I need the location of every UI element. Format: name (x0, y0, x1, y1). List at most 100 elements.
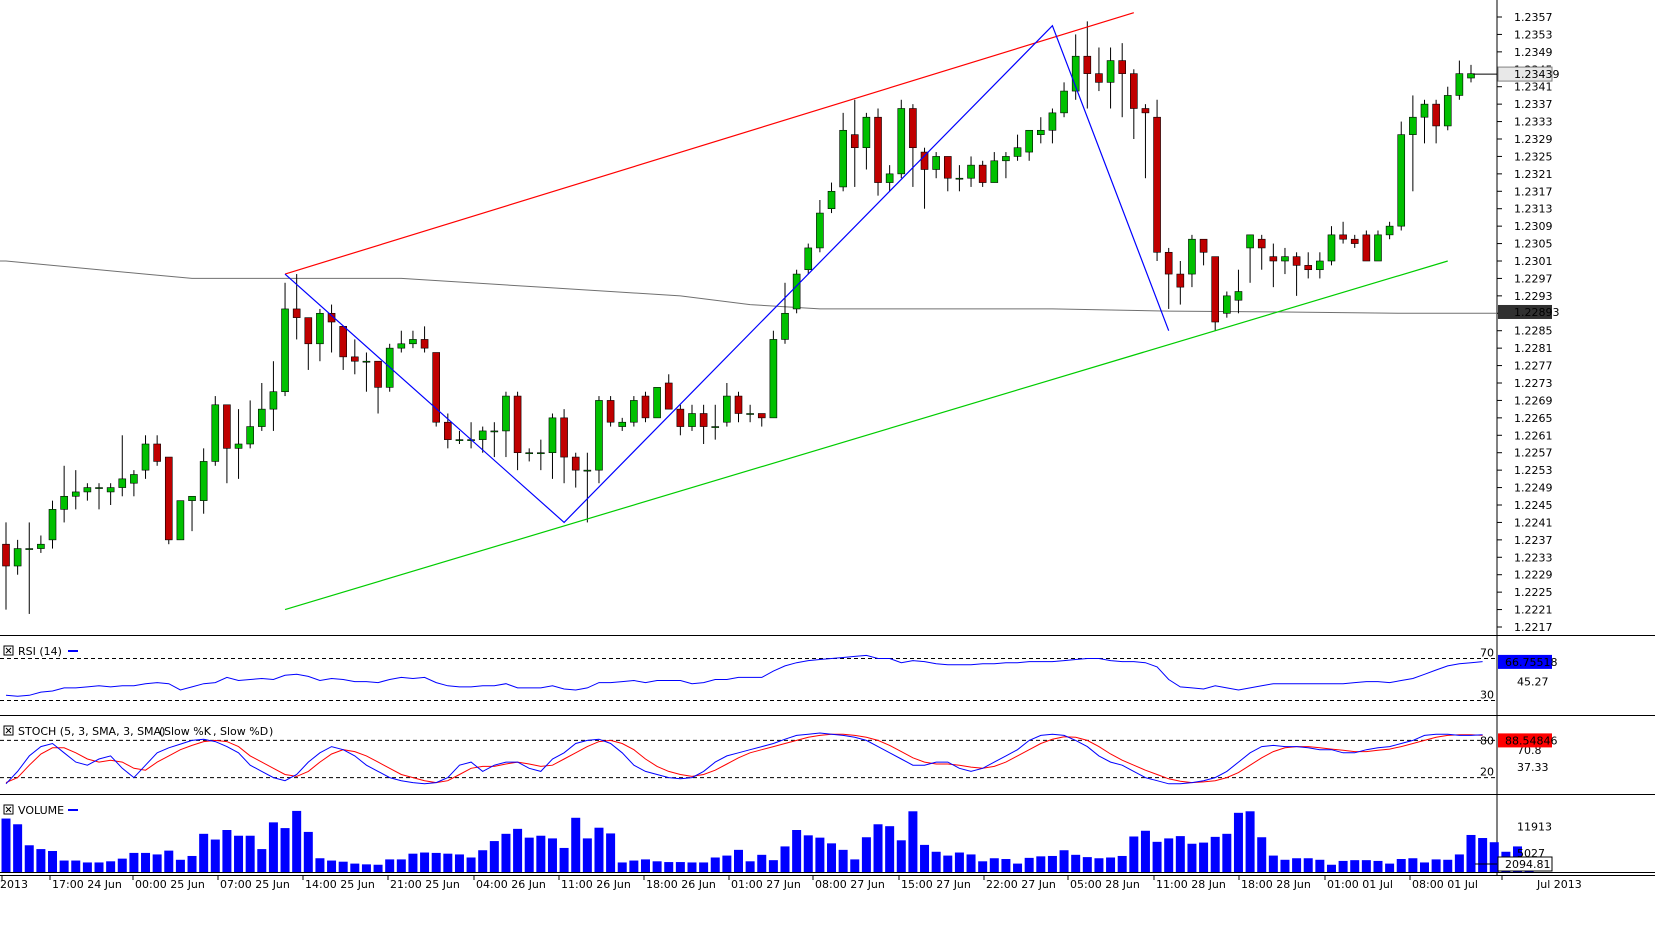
time-tick-label: 2013 (0, 878, 28, 891)
volume-bar (1397, 859, 1406, 872)
rsi-panel: RSI (14) 7045.273066.75518 (0, 645, 1558, 702)
volume-bar (629, 861, 638, 872)
volume-bar (153, 854, 162, 872)
candle-body (735, 396, 742, 413)
candle-body (1398, 135, 1405, 227)
price-tick-label: 1.2305 (1514, 238, 1553, 251)
volume-bar (885, 826, 894, 872)
volume-bar (292, 811, 301, 872)
candle-body (1351, 239, 1358, 243)
price-tick-label: 1.2253 (1514, 464, 1553, 477)
candle-body (805, 248, 812, 270)
price-tick-label: 1.2313 (1514, 203, 1553, 216)
volume-bar (711, 857, 720, 872)
volume-bar (129, 853, 138, 872)
candle-body (956, 178, 963, 179)
candle-body (1247, 235, 1254, 248)
time-tick-label: 04:00 26 Jun (476, 878, 546, 891)
candle-body (1014, 148, 1021, 157)
candle-body (37, 544, 44, 548)
volume-bar (1129, 836, 1138, 872)
candle-body (723, 396, 730, 422)
candle-body (933, 156, 940, 169)
candle-body (270, 392, 277, 409)
time-tick-label: 18:00 26 Jun (646, 878, 716, 891)
volume-bar (339, 862, 348, 872)
candle-body (212, 405, 219, 462)
candle-body (1293, 257, 1300, 266)
price-tick-label: 1.2245 (1514, 499, 1553, 512)
candle-body (1386, 226, 1393, 235)
volume-bar (1025, 858, 1034, 872)
volume-bar (827, 843, 836, 872)
candle-body (84, 488, 91, 492)
volume-bar (1315, 860, 1324, 872)
candle-body (630, 400, 637, 422)
candle-body (421, 339, 428, 348)
volume-bar (118, 859, 127, 872)
volume-bar (1071, 855, 1080, 872)
candle-body (1421, 104, 1428, 117)
candle-body (514, 396, 521, 453)
candle-body (1363, 235, 1370, 261)
volume-bar (1153, 842, 1162, 872)
volume-bar (1234, 813, 1243, 872)
volume-bar (408, 854, 417, 872)
volume-bar (13, 824, 22, 872)
candle-body (1130, 74, 1137, 109)
candle-body (921, 152, 928, 169)
candle-body (642, 396, 649, 418)
price-tick-label: 1.2329 (1514, 133, 1553, 146)
candle-body (1374, 235, 1381, 261)
time-tick-label: 05:00 28 Jun (1070, 878, 1140, 891)
volume-bar (1211, 837, 1220, 872)
volume-bar (281, 828, 290, 872)
candle-body (107, 488, 114, 492)
stoch-paren-open: ( (159, 725, 163, 738)
volume-bar (36, 849, 45, 872)
volume-bar (746, 861, 755, 872)
candle-body (979, 165, 986, 182)
price-tick-label: 1.2317 (1514, 185, 1553, 198)
volume-bar (722, 856, 731, 872)
volume-value-label: 2094.81 (1505, 858, 1551, 871)
volume-bar (839, 850, 848, 872)
volume-bar (315, 858, 324, 872)
volume-bar (1490, 842, 1499, 872)
candle-body (1107, 61, 1114, 83)
price-tick-label: 1.2293 (1514, 290, 1553, 303)
time-tick-label: 00:00 25 Jun (135, 878, 205, 891)
stoch-title: STOCH (5, 3, SMA, 3, SMA) (18, 725, 165, 738)
volume-bar (246, 836, 255, 872)
volume-bar (1339, 861, 1348, 872)
candle-body (619, 422, 626, 426)
candle-body (875, 117, 882, 182)
volume-bar (804, 835, 813, 872)
volume-bar (606, 833, 615, 872)
candle-body (1061, 91, 1068, 113)
candle-body (1328, 235, 1335, 261)
volume-bar (908, 811, 917, 872)
volume-bar (25, 845, 34, 872)
volume-bar (199, 834, 208, 872)
candle-body (154, 444, 161, 461)
volume-axis-label: 11913 (1517, 821, 1552, 834)
volume-bar (48, 851, 57, 872)
candle-body (282, 309, 289, 392)
volume-bar (769, 860, 778, 872)
candle-body (770, 339, 777, 417)
candle-body (223, 405, 230, 449)
volume-bar (1013, 864, 1022, 872)
volume-bar (1443, 860, 1452, 872)
rsi-title: RSI (14) (18, 645, 62, 658)
candle-body (1095, 74, 1102, 83)
candle-body (1002, 156, 1009, 160)
candle-body (816, 213, 823, 248)
price-tick-label: 1.2349 (1514, 46, 1553, 59)
volume-bar (734, 850, 743, 872)
candle-body (758, 414, 765, 418)
candle-body (130, 475, 137, 484)
candle-body (1433, 104, 1440, 126)
volume-bar (1432, 859, 1441, 872)
volume-bar (1280, 860, 1289, 872)
